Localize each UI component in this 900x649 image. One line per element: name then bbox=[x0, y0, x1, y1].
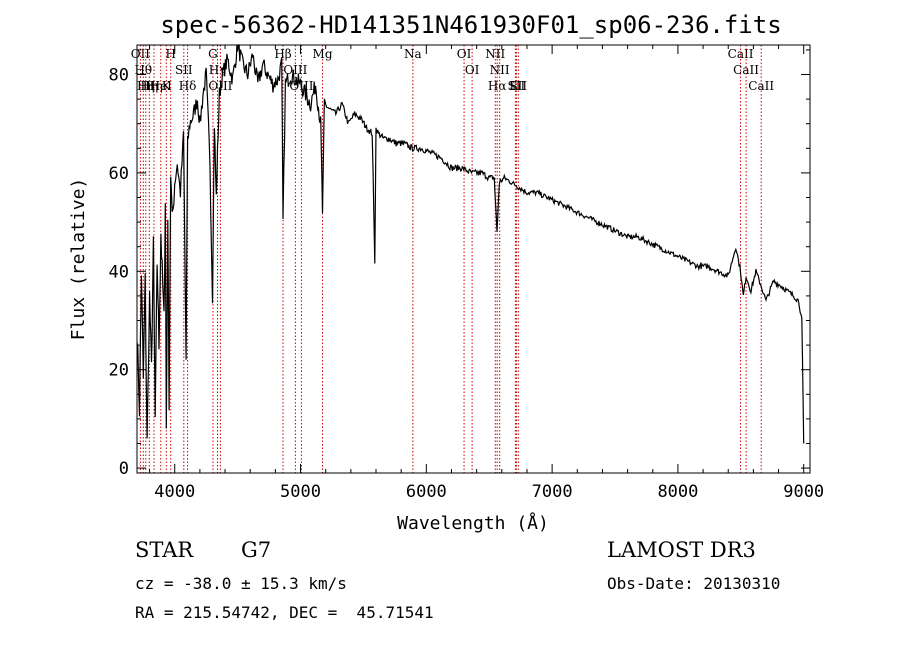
marker-label-hη: Hη bbox=[137, 79, 155, 93]
x-axis-label: Wavelength (Å) bbox=[397, 512, 549, 534]
marker-label-na: Na bbox=[404, 47, 422, 61]
x-tick-label: 6000 bbox=[406, 482, 447, 502]
marker-label-hei: HeI bbox=[150, 79, 173, 93]
chart-title: spec-56362-HD141351N461930F01_sp06-236.f… bbox=[160, 11, 781, 39]
marker-label-sii: SII bbox=[175, 63, 193, 77]
marker-label-oi: OI bbox=[465, 63, 480, 77]
y-tick-label: 0 bbox=[119, 459, 129, 479]
marker-label-sii: SII bbox=[508, 79, 526, 93]
y-tick-label: 80 bbox=[109, 66, 129, 86]
x-tick-label: 9000 bbox=[783, 482, 824, 502]
marker-label-k: K bbox=[162, 79, 172, 93]
redshift-velocity: cz = -38.0 ± 15.3 km/s bbox=[135, 574, 347, 593]
coordinates: RA = 215.54742, DEC = 45.71541 bbox=[135, 603, 434, 622]
marker-label-li: Li bbox=[509, 79, 521, 93]
marker-label-caii: CaII bbox=[733, 63, 759, 77]
marker-label-hη: Hη bbox=[145, 79, 163, 93]
spectrum-line bbox=[136, 44, 805, 444]
x-tick-label: 7000 bbox=[532, 482, 573, 502]
marker-label-oi: OI bbox=[457, 47, 472, 61]
plot-frame bbox=[136, 44, 811, 474]
marker-label-hη: Hη bbox=[140, 79, 158, 93]
line-markers: OIIHθHηHηHηHeIKHSIIHδGHγOIIIHβOIIIOIIIMg… bbox=[131, 45, 774, 473]
y-tick-label: 20 bbox=[109, 361, 129, 381]
y-tick-label: 40 bbox=[109, 262, 129, 282]
marker-label-mg: Mg bbox=[313, 47, 333, 61]
x-tick-label: 4000 bbox=[154, 482, 195, 502]
y-tick-label: 60 bbox=[109, 164, 129, 184]
object-subclass: G7 bbox=[241, 538, 272, 562]
x-tick-label: 5000 bbox=[280, 482, 321, 502]
marker-label-hδ: Hδ bbox=[179, 79, 197, 93]
marker-label-caii: CaII bbox=[748, 79, 774, 93]
marker-label-oii: OII bbox=[131, 47, 151, 61]
x-tick-label: 8000 bbox=[657, 482, 698, 502]
marker-label-h: H bbox=[165, 47, 175, 61]
object-type: STAR bbox=[135, 538, 194, 562]
marker-label-hβ: Hβ bbox=[274, 47, 291, 61]
plot-area bbox=[136, 44, 805, 444]
observation-date: Obs-Date: 20130310 bbox=[607, 574, 781, 593]
marker-label-caii: CaII bbox=[728, 47, 754, 61]
survey-name: LAMOST DR3 bbox=[607, 538, 756, 562]
marker-label-g: G bbox=[208, 47, 218, 61]
marker-label-hθ: Hθ bbox=[134, 63, 152, 77]
y-axis-label: Flux (relative) bbox=[68, 178, 89, 341]
marker-label-hα: Hα bbox=[488, 79, 507, 93]
axis-ticks: 4000 5000 6000 7000 8000 9000 0 20 40 60 80 bbox=[109, 45, 824, 502]
marker-label-nii: NII bbox=[490, 63, 510, 77]
marker-label-nii: NII bbox=[485, 47, 505, 61]
marker-label-sii: SII bbox=[509, 79, 527, 93]
